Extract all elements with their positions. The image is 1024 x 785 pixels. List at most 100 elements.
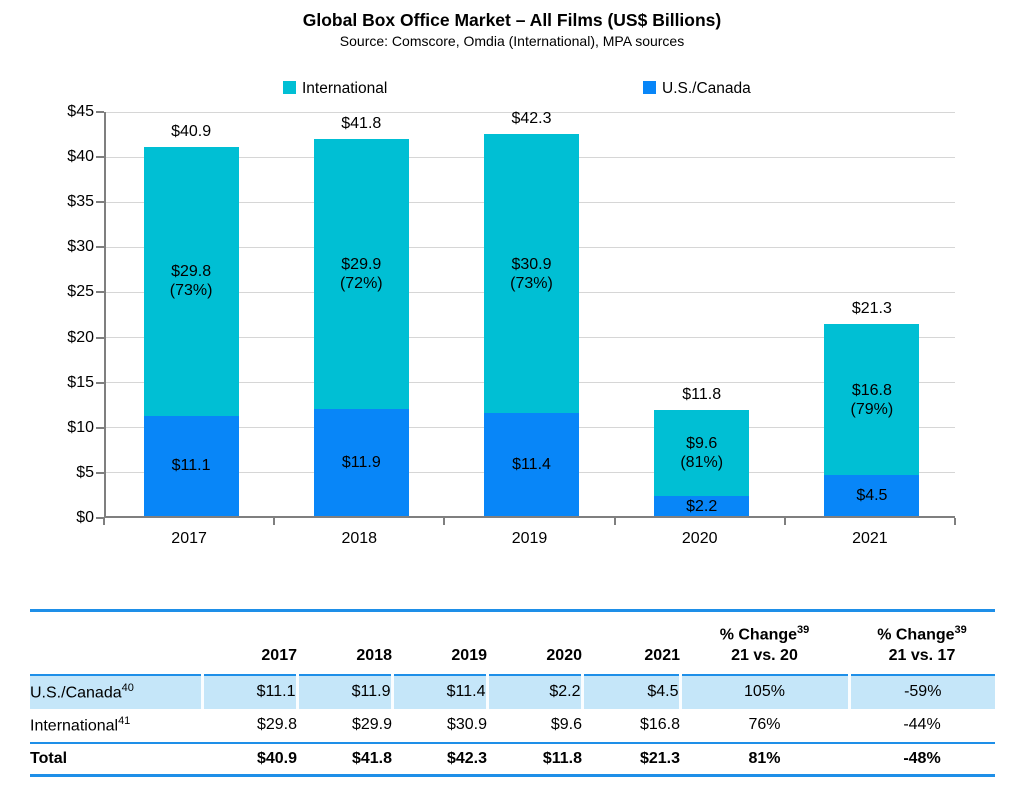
table-value-cell: $41.8 [351, 749, 392, 767]
bar-segment-label: $29.9 [341, 255, 382, 273]
table-value-cell: $40.9 [256, 749, 297, 767]
y-axis-tick-mark [96, 381, 104, 384]
bar-total-label-2021: $21.3 [851, 299, 892, 317]
y-axis-tick-label: $15 [67, 373, 94, 391]
bar-segment-pct-label: (79%) [850, 400, 894, 418]
data-table-wrap: 2017 2018 2019 2020 2021 % Change39 21 vs. 20%… [30, 609, 995, 777]
data-table: 2017 2018 2019 2020 2021 % Change39 21 vs. 20%… [30, 609, 995, 777]
x-axis-category-label: 2017 [171, 530, 207, 547]
table-header-year-2021: 2021 [644, 646, 680, 664]
table-value-cell: $29.8 [202, 708, 297, 743]
y-axis-tick-label: $45 [67, 103, 94, 120]
x-axis-tick-mark [783, 518, 786, 525]
table-value-cell: $2.2 [485, 674, 582, 709]
bar-segment-label: $2.2 [686, 497, 718, 515]
bar-segment-international-2020: $9.6 (81%) [654, 409, 750, 497]
footnote-superscript: 41 [118, 714, 131, 727]
table-value-cell: $11.1 [200, 674, 297, 709]
bar-segment-us-canada-2020: $2.2 [654, 496, 750, 516]
table-row-u-s-canada: U.S./Canada40 $11.1 $11.9 $11.4 $2.2 $4.5 105%… [30, 674, 995, 709]
bar-segment-pct-label: (73%) [510, 274, 553, 292]
table-value-cell: $4.5 [580, 674, 680, 709]
table-header-empty-cell [30, 611, 202, 675]
y-axis-tick-label: $20 [67, 328, 94, 346]
x-axis-category-label: 2018 [341, 530, 378, 547]
y-axis-tick-mark [96, 246, 104, 249]
table-value-cell: $29.9 [297, 708, 392, 743]
legend-item-international: International [283, 80, 387, 98]
y-axis-tick-mark [96, 201, 104, 204]
bar-segment-international-2017: $29.8 (73%) [143, 147, 239, 416]
x-axis-category-label: 2020 [681, 530, 718, 547]
y-axis-tick-label: $30 [67, 238, 94, 256]
bar-segment-us-canada-2018: $11.9 [313, 408, 409, 516]
table-header-year-2018: 2018 [356, 646, 392, 664]
table-header-row: 2017 2018 2019 2020 2021 % Change39 21 vs. 20%… [30, 611, 995, 675]
table-value-cell: $11.9 [295, 674, 392, 709]
table-header-pct-change-1: % Change39 21 vs. 20 [680, 611, 849, 675]
y-axis-tick-label: $0 [76, 509, 94, 526]
x-axis-category-label: 2021 [852, 530, 888, 547]
bar-segment-pct-label: (72%) [339, 274, 383, 292]
pct-change-header-line2: 21 vs. 20 [731, 646, 798, 664]
x-axis-tick-mark [443, 518, 446, 525]
bar-segment-label: $11.9 [341, 453, 381, 471]
y-axis-tick-label: $40 [67, 148, 94, 166]
table-pct-cell: -44% [849, 708, 995, 743]
bar-segment-international-2018: $29.9 (72%) [313, 138, 409, 409]
chart-title: Global Box Office Market – All Films (US… [302, 10, 722, 30]
footnote-superscript: 39 [797, 624, 810, 637]
bar-segment-international-2021: $16.8 (79%) [824, 323, 920, 476]
bar-segment-label: $29.8 [171, 263, 212, 281]
bar-segment-label: $11.4 [512, 456, 551, 474]
bar-total-label-2019: $42.3 [511, 110, 552, 128]
bar-total-label-2017: $40.9 [171, 123, 212, 140]
x-axis-tick-mark [273, 518, 276, 525]
table-value-cell: $21.3 [639, 749, 680, 767]
pct-change-header-line1: % Change39 [877, 624, 967, 644]
bar-total-label-2020: $11.8 [682, 385, 722, 403]
row-label: U.S./Canada40 [30, 674, 202, 709]
table-pct-cell: 76% [680, 708, 849, 743]
legend-swatch-international-icon [283, 81, 296, 94]
table-header-year-2019: 2019 [451, 646, 487, 664]
y-axis-tick-mark [96, 111, 104, 113]
y-axis-tick-mark [96, 291, 104, 294]
x-axis-category-label: 2019 [511, 530, 548, 547]
y-axis-tick-label: $5 [76, 463, 94, 481]
bar-segment-label: $30.9 [511, 255, 552, 273]
table-header-pct-change-2: % Change39 21 vs. 17 [849, 611, 995, 675]
gridline [106, 111, 955, 113]
bar-segment-international-2019: $30.9 (73%) [484, 134, 579, 414]
legend-swatch-us-canada-icon [643, 81, 656, 94]
footnote-superscript: 39 [954, 624, 967, 637]
table-value-cell: $11.4 [390, 674, 487, 709]
y-axis-tick-mark [96, 336, 104, 339]
legend-item-us-canada: U.S./Canada [643, 80, 751, 98]
table-value-cell: $16.8 [582, 708, 680, 743]
chart-subtitle: Source: Comscore, Omdia (International),… [339, 33, 685, 49]
y-axis-tick-label: $25 [67, 283, 94, 301]
y-axis-tick-label: $10 [67, 418, 94, 436]
bar-segment-label: $4.5 [856, 487, 888, 505]
legend-label-international: International [302, 80, 388, 97]
bar-segment-pct-label: (81%) [680, 453, 724, 471]
y-axis-tick-mark [96, 517, 104, 519]
pct-change-header-line2: 21 vs. 17 [888, 646, 956, 664]
table-pct-cell: -59% [847, 674, 995, 709]
table-pct-cell: -48% [903, 749, 941, 767]
y-axis-tick-mark [96, 156, 104, 159]
bar-segment-pct-label: (73%) [169, 282, 213, 300]
bar-segment-label: $11.1 [171, 457, 211, 475]
x-axis-tick-mark [954, 518, 956, 525]
row-label: International41 [30, 708, 202, 743]
bar-segment-us-canada-2021: $4.5 [824, 475, 920, 516]
table-value-cell: $42.3 [446, 749, 487, 767]
table-row-total: Total $40.9 $41.8 $42.3 $11.8 $21.3 81% -48% [30, 742, 995, 776]
bar-total-label-2018: $41.8 [341, 114, 382, 132]
pct-change-header-line1: % Change39 [719, 624, 810, 644]
table-row-international: International41 $29.8 $29.9 $30.9 $9.6 $16.8 7… [30, 708, 995, 743]
table-pct-cell: 81% [748, 749, 781, 767]
bar-segment-label: $9.6 [686, 434, 718, 452]
bar-segment-us-canada-2017: $11.1 [143, 415, 239, 516]
